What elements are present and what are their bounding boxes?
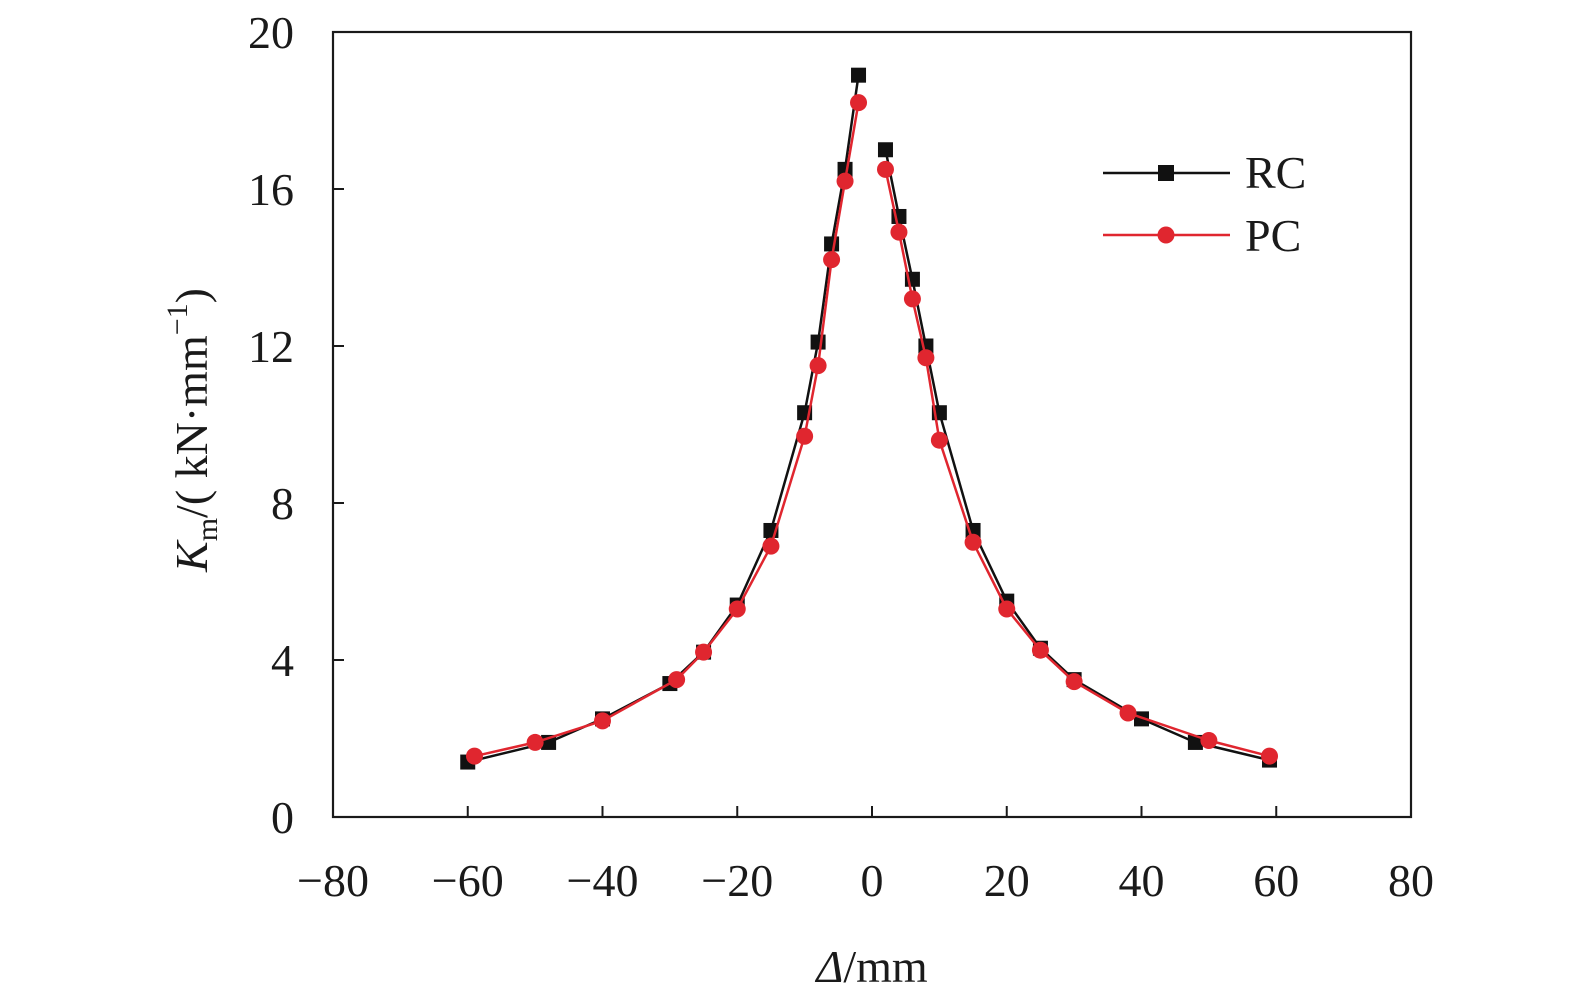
x-tick-label: 40 xyxy=(1119,855,1165,906)
data-point-pc xyxy=(526,733,544,751)
y-axis-symbol: K xyxy=(166,539,217,573)
legend-rc-marker xyxy=(1158,165,1174,181)
x-tick-labels: −80 −60 −40 −20 0 20 40 60 80 xyxy=(297,855,1434,906)
data-point-pc xyxy=(1119,704,1137,722)
x-tick-label: 20 xyxy=(984,855,1030,906)
y-tick-label: 4 xyxy=(271,635,294,686)
x-tick-label: 80 xyxy=(1388,855,1434,906)
x-tick-label: 0 xyxy=(861,855,884,906)
y-tick-label: 20 xyxy=(248,7,294,58)
data-point-rc xyxy=(877,142,893,158)
data-point-pc xyxy=(1065,673,1083,691)
y-axis-superscript: −1 xyxy=(161,303,194,335)
x-axis-symbol: Δ xyxy=(814,941,843,992)
data-point-rc xyxy=(1187,734,1203,750)
legend-pc-marker xyxy=(1157,226,1175,244)
data-point-pc xyxy=(809,357,827,375)
y-tick-label: 8 xyxy=(271,478,294,529)
series-line-pc xyxy=(884,169,1270,758)
data-point-pc xyxy=(836,172,854,190)
data-point-pc xyxy=(1261,747,1279,765)
x-tick-label: −60 xyxy=(432,855,504,906)
x-axis-title: Δ/mm xyxy=(814,941,928,992)
data-point-pc xyxy=(668,671,686,689)
series-line-pc xyxy=(474,102,860,758)
data-point-pc xyxy=(823,251,841,269)
series-layer xyxy=(460,67,1279,770)
data-point-pc xyxy=(998,600,1016,618)
legend-pc-label: PC xyxy=(1245,210,1301,261)
series-line-rc xyxy=(884,149,1270,762)
y-tick-label: 16 xyxy=(248,164,294,215)
data-point-rc xyxy=(824,236,840,252)
data-point-rc xyxy=(851,67,867,83)
x-axis-unit: /mm xyxy=(843,941,928,992)
y-axis-unit-prefix: /( kN·mm xyxy=(166,335,217,518)
y-tick-labels: 0 4 8 12 16 20 xyxy=(248,7,294,843)
y-tick-label: 12 xyxy=(248,321,294,372)
x-tick-label: −80 xyxy=(297,855,369,906)
legend: RC PC xyxy=(1103,147,1306,261)
data-point-pc xyxy=(594,712,611,730)
data-point-pc xyxy=(1200,731,1218,749)
data-point-pc xyxy=(876,160,894,178)
x-tick-label: −20 xyxy=(701,855,773,906)
data-point-pc xyxy=(930,431,948,449)
y-axis-unit-suffix: ) xyxy=(166,288,217,303)
y-tick-label: 0 xyxy=(271,792,294,843)
data-point-pc xyxy=(465,747,483,765)
data-point-pc xyxy=(964,533,982,551)
data-point-pc xyxy=(728,600,746,618)
y-axis-subscript: m xyxy=(191,518,224,541)
legend-rc-label: RC xyxy=(1245,147,1306,198)
data-point-pc xyxy=(917,349,935,367)
data-point-pc xyxy=(1031,641,1049,659)
ticks xyxy=(332,31,1412,818)
data-point-pc xyxy=(695,643,713,661)
data-point-pc xyxy=(762,537,780,555)
series-pc xyxy=(465,94,1279,765)
data-point-pc xyxy=(850,94,868,112)
data-point-pc xyxy=(903,290,921,308)
x-tick-label: −40 xyxy=(567,855,639,906)
x-tick-label: 60 xyxy=(1253,855,1299,906)
data-point-pc xyxy=(890,223,908,241)
data-point-rc xyxy=(810,334,826,350)
data-point-pc xyxy=(796,427,814,445)
y-axis-title: Km/( kN·mm−1) xyxy=(161,288,224,573)
